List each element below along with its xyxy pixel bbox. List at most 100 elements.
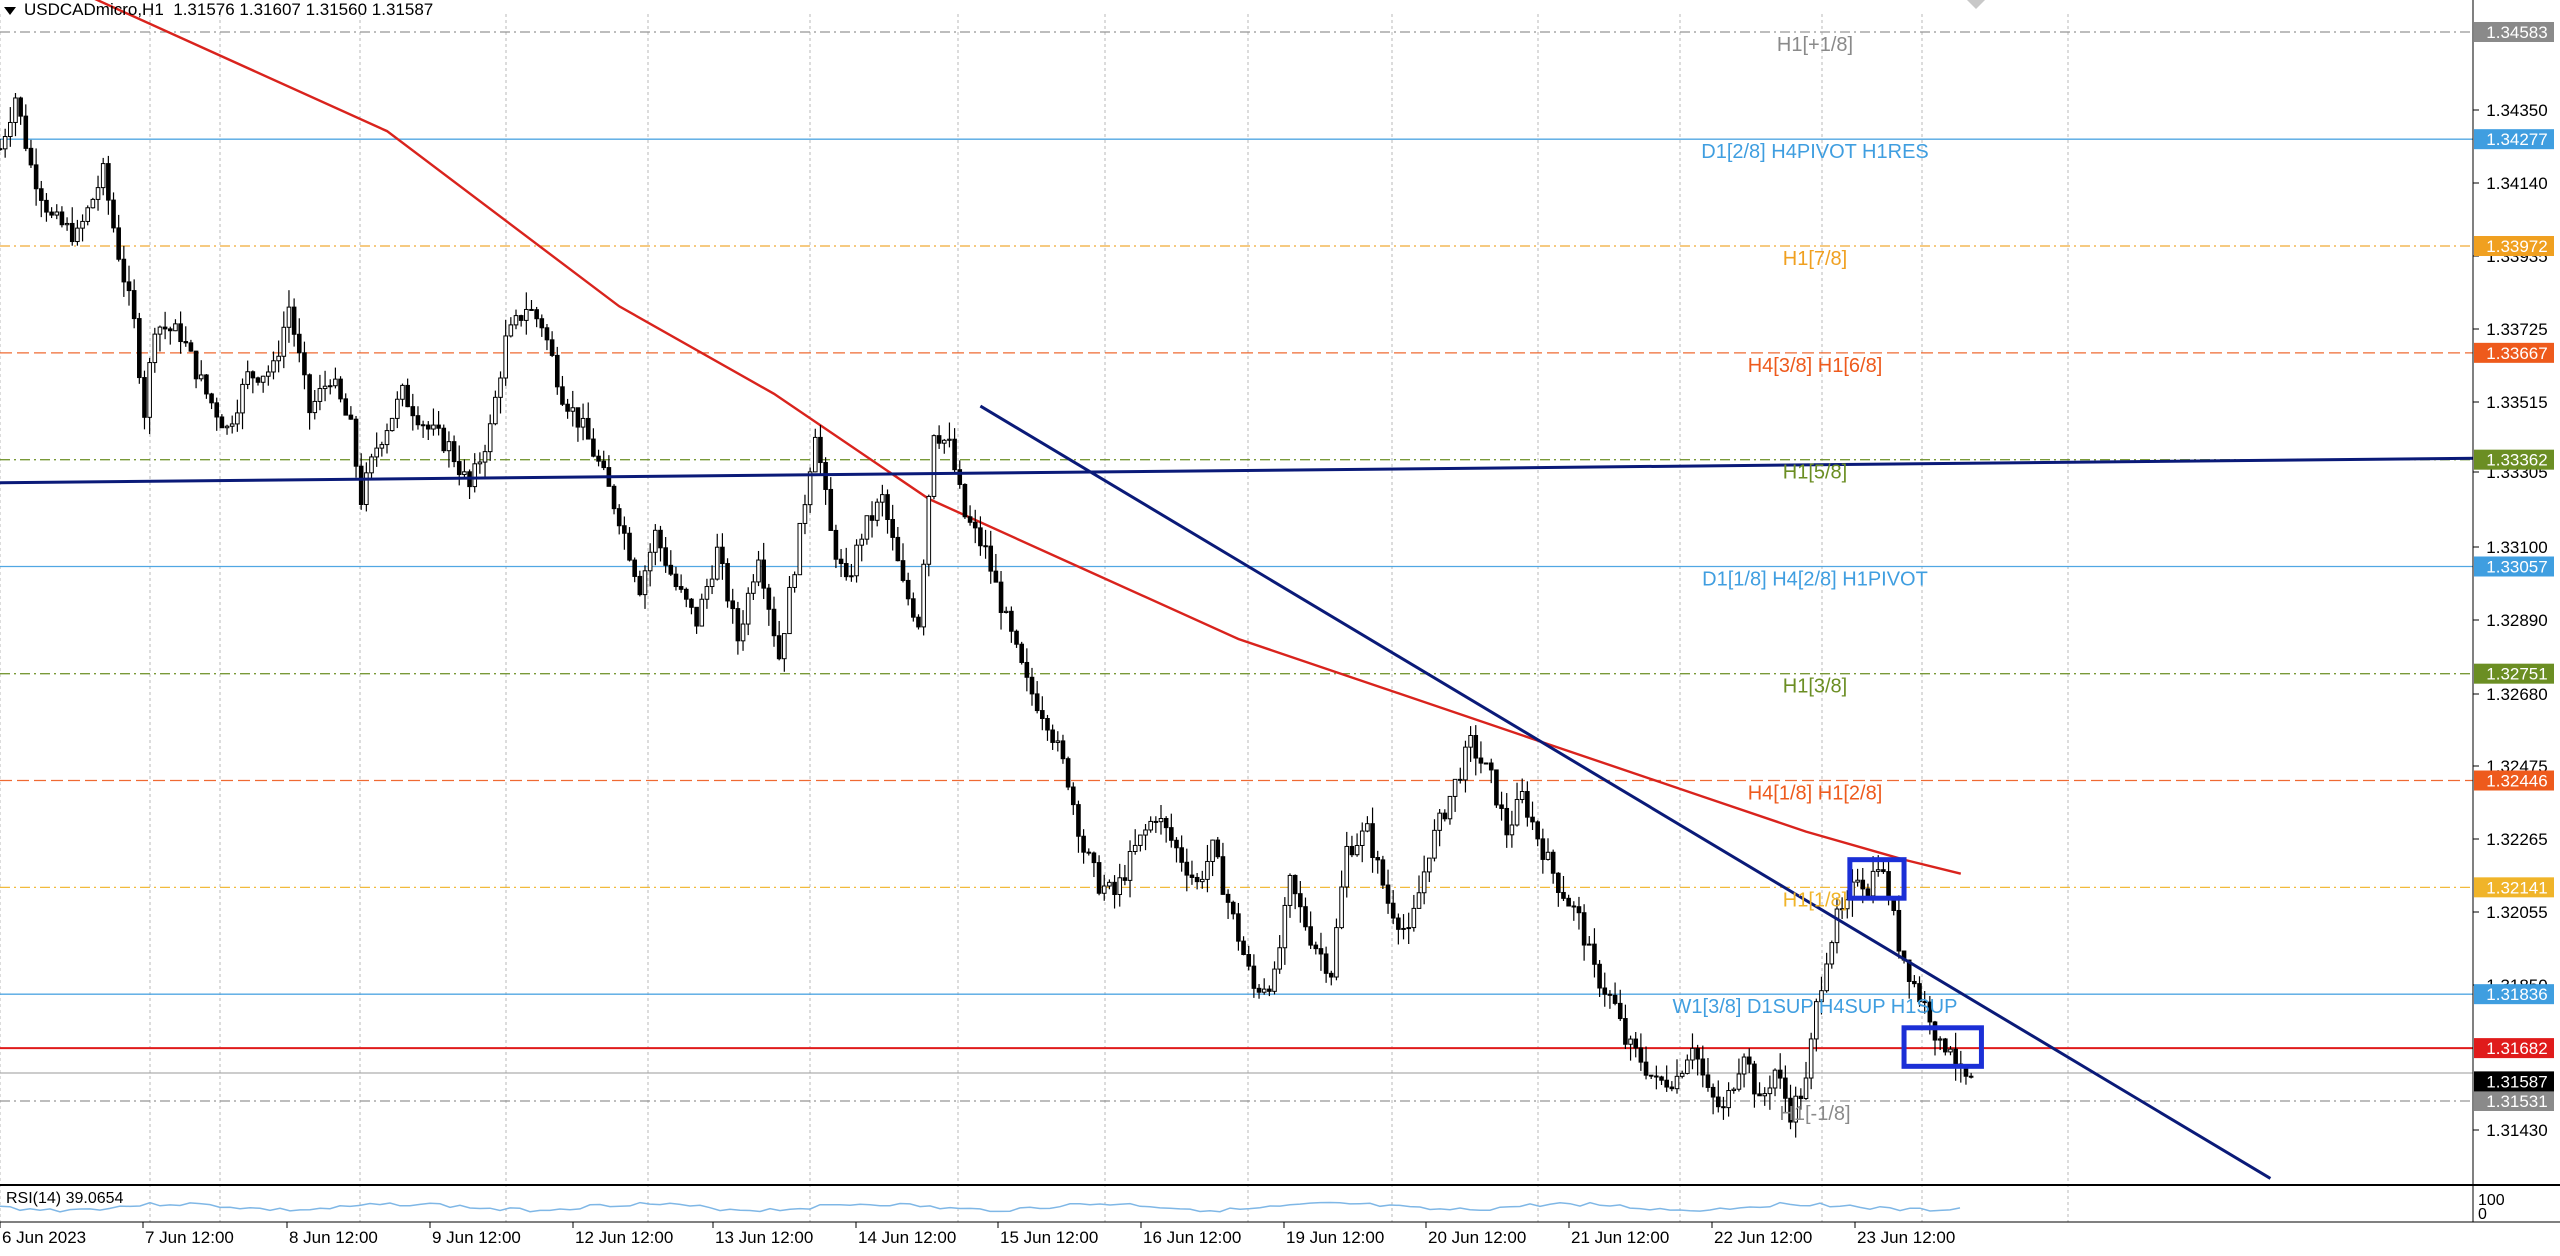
candle-body [1772, 1069, 1778, 1089]
time-axis-label: 6 Jun 2023 [2, 1228, 86, 1247]
candle-body [529, 308, 534, 311]
candle-body [1679, 1072, 1685, 1077]
ohlc-values: 1.31576 1.31607 1.31560 1.31587 [173, 0, 434, 19]
candle-body [1256, 987, 1262, 993]
candle-body [54, 211, 60, 216]
candle-body [1463, 746, 1468, 781]
candle-body [1349, 845, 1355, 856]
price-tick-label: 1.34140 [2486, 174, 2547, 193]
diamond-marker-icon [1967, 0, 1985, 9]
candle-body [1251, 965, 1257, 989]
candle-body [1370, 823, 1375, 859]
candle-body [1122, 877, 1128, 881]
candle-body [1550, 851, 1556, 874]
candle-body [353, 418, 359, 467]
candle-body [1581, 912, 1587, 946]
candle-body [616, 508, 622, 527]
candle-body [1571, 905, 1577, 908]
candle-body [1019, 643, 1024, 663]
candle-body [1210, 839, 1215, 862]
candle-body [580, 417, 586, 428]
candle-body [1396, 917, 1401, 930]
candle-body [1328, 972, 1334, 978]
level-label: H1[5/8] [1783, 462, 1847, 484]
candle-body [642, 570, 648, 596]
candle-body [1091, 852, 1097, 864]
candle-body [1602, 987, 1608, 995]
candle-body [730, 600, 736, 610]
candle-body [1860, 879, 1866, 890]
time-axis-label: 15 Jun 12:00 [1000, 1228, 1098, 1247]
candle-body [1576, 906, 1582, 914]
candle-body [1834, 908, 1840, 944]
candle-body [1344, 845, 1350, 888]
candle-body [106, 163, 111, 201]
candle-body [1566, 897, 1571, 907]
level-price-tag: 1.33667 [2486, 344, 2547, 363]
candle-body [1783, 1077, 1788, 1099]
candle-body [1896, 909, 1902, 952]
candle-body [900, 560, 906, 581]
candle-body [756, 559, 761, 583]
candle-body [998, 581, 1004, 613]
candle-body [854, 544, 859, 577]
candle-body [317, 388, 323, 402]
candle-body [1917, 983, 1922, 1003]
candle-body [782, 633, 787, 660]
level-label: D1[2/8] H4PIVOT H1RES [1701, 141, 1929, 163]
time-axis-label: 7 Jun 12:00 [145, 1228, 234, 1247]
candle-body [941, 439, 947, 444]
level-price-tag: 1.31531 [2486, 1092, 2547, 1111]
candle-body [137, 318, 142, 379]
candle-body [751, 581, 756, 594]
candle-body [859, 538, 865, 546]
candle-body [1163, 818, 1169, 829]
candle-body [1148, 820, 1153, 831]
candle-body [250, 371, 256, 379]
dropdown-triangle-icon[interactable] [4, 6, 16, 15]
candle-body [967, 516, 973, 523]
candle-body [162, 326, 168, 330]
candle-body [797, 522, 803, 576]
candle-body [1359, 830, 1365, 846]
candle-body [1184, 861, 1190, 876]
candle-body [1478, 757, 1484, 764]
candle-body [482, 451, 488, 463]
candle-body [1509, 824, 1515, 836]
candle-body [1519, 791, 1525, 800]
candle-body [1468, 734, 1473, 748]
level-label: H1[1/8] [1783, 889, 1847, 911]
candle-body [828, 488, 834, 531]
candle-body [745, 592, 751, 625]
candle-body [1953, 1048, 1958, 1065]
candle-body [415, 415, 421, 426]
candle-body [503, 335, 508, 379]
candle-body [704, 586, 710, 600]
candle-body [1612, 994, 1618, 1004]
level-price-tag-bg [2474, 236, 2554, 257]
candle-body [1881, 869, 1886, 873]
candle-body [358, 465, 364, 506]
candle-body [229, 423, 235, 427]
candle-body [838, 558, 844, 565]
candle-body [44, 199, 49, 213]
level-label: D1[1/8] H4[2/8] H1PIVOT [1702, 569, 1928, 591]
candle-body [1556, 872, 1561, 893]
level-price-tag-bg [2474, 877, 2554, 898]
candle-body [75, 227, 80, 243]
candle-body [224, 425, 230, 429]
level-price-tag: 1.31836 [2486, 985, 2547, 1004]
candle-body [95, 187, 101, 200]
candle-body [1096, 862, 1102, 894]
candle-body [1948, 1048, 1953, 1053]
candle-body [286, 306, 292, 328]
candle-body [1303, 906, 1308, 928]
candle-body [926, 495, 932, 565]
candle-body [1643, 1061, 1649, 1076]
time-axis-label: 12 Jun 12:00 [575, 1228, 673, 1247]
candle-body [735, 608, 741, 642]
candle-body [1617, 1002, 1623, 1020]
candle-body [338, 378, 343, 400]
candle-body [1267, 988, 1272, 992]
candle-body [1385, 884, 1391, 904]
